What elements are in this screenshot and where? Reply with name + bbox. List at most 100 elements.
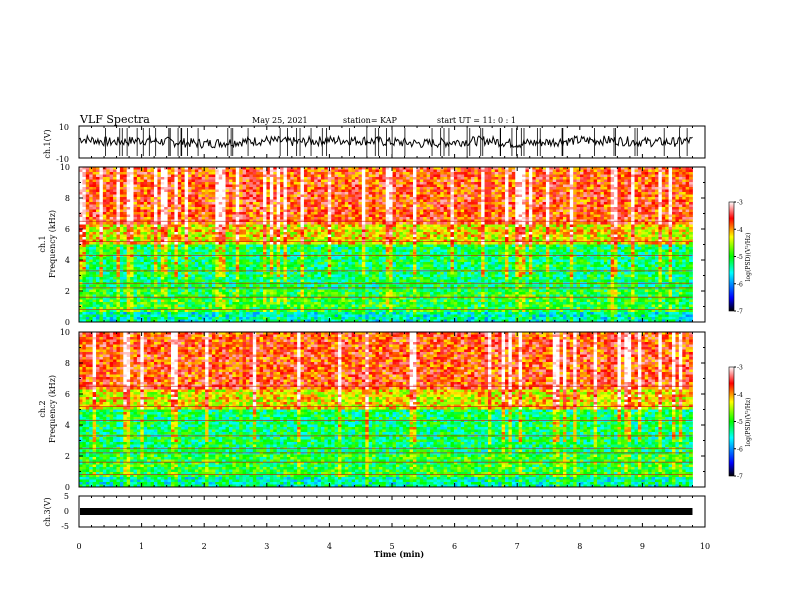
spectrogram-cell [266,169,271,173]
spectrogram-cell [682,212,687,215]
spectrogram-cell [580,204,584,208]
spectrogram-cell [573,199,577,203]
spectrogram-cell [303,182,308,185]
spectrogram-cell [113,229,117,233]
spectrogram-cell [314,207,318,210]
spectrogram-cell [682,204,687,208]
spectrogram-cell [119,177,124,180]
spectrogram-cell [562,229,567,233]
spectrogram-cell [447,229,451,233]
spectrogram-cell [89,174,94,178]
spectrogram-cell [99,197,104,200]
spectrogram-cell [525,217,530,220]
spectrogram-cell [634,214,639,218]
spectrogram-cell [79,179,83,183]
spectrogram-cell [419,224,424,228]
spectrogram-cell [184,197,189,200]
spectrogram-cell [419,187,424,190]
spectrogram-cell [477,204,482,208]
spectrogram-cell [378,207,383,210]
spectrogram-cell [668,194,673,198]
spectrogram-cell [348,187,353,190]
spectrogram-cell [491,187,496,190]
spectrogram-cell [460,174,465,178]
spectrogram-cell [140,217,145,220]
spectrogram-cell [153,222,158,225]
spectrogram-cell [222,182,226,185]
spectrogram-cell [174,177,179,180]
spectrogram-cell [201,217,206,220]
spectrogram-cell [624,169,629,173]
spectrogram-cell [351,194,356,198]
spectrogram-cell [580,174,584,178]
spectrogram-cell [228,197,233,200]
spectrogram-cell [494,184,499,188]
spectrogram-cell [293,187,298,190]
spectrogram-cell [385,217,390,220]
spectrogram-cell [525,179,530,183]
spectrogram-cell [273,184,278,188]
spectrogram-cell [293,227,298,230]
spectrogram-cell [133,204,138,208]
spectrogram-cell [406,182,410,185]
spectrogram-cell [416,167,421,170]
spectrogram-cell [511,174,516,178]
spectrogram-cell [395,179,400,183]
spectrogram-cell [130,177,134,180]
spectrogram-cell [535,199,540,203]
spectrogram-cell [617,174,622,178]
spectrogram-cell [300,199,305,203]
spectrogram-cell [92,202,97,205]
spectrogram-cell [171,212,175,215]
spectrogram-cell [552,187,557,190]
spectrogram-cell [484,172,489,175]
spectrogram-cell [375,202,380,205]
spectrogram-cell [409,182,414,185]
spectrogram-cell [283,174,288,178]
spectrogram-cell [617,209,622,213]
spectrogram-cell [96,209,100,213]
spectrogram-cell [600,192,605,195]
spectrogram-cell [314,179,318,183]
spectrogram-cell [290,177,295,180]
spectrogram-cell [153,229,158,233]
spectrogram-cell [290,227,295,230]
spectrogram-cell [102,194,107,198]
spectrogram-cell [392,199,397,203]
spectrogram-cell [351,214,356,218]
spectrogram-cell [436,172,441,175]
spectrogram-cell [505,232,509,235]
spectrogram-cell [102,189,107,193]
spectrogram-cell [368,217,373,220]
spectrogram-cell [409,209,414,213]
spectrogram-cell [515,207,520,210]
spectrogram-cell [620,187,625,190]
spectrogram-cell [181,227,186,230]
spectrogram-cell [583,167,588,170]
spectrogram-cell [545,214,550,218]
spectrogram-cell [331,232,336,235]
spectrogram-cell [239,214,243,218]
spectrogram-cell [79,204,83,208]
spectrogram-cell [430,194,434,198]
spectrogram-cell [348,167,353,170]
spectrogram-cell [246,224,250,228]
spectrogram-cell [242,229,247,233]
spectrogram-cell [515,224,520,228]
spectrogram-cell [648,229,652,233]
spectrogram-cell [218,227,223,230]
spectrogram-cell [467,174,472,178]
spectrogram-cell [395,224,400,228]
spectrogram-cell [430,179,434,183]
spectrogram-cell [126,207,131,210]
spectrogram-cell [222,174,226,178]
spectrogram-cell [147,212,151,215]
spectrogram-cell [651,192,656,195]
spectrogram-cell [556,172,560,175]
spectrogram-cell [92,167,97,170]
spectrogram-cell [443,229,448,233]
spectrogram-cell [293,182,298,185]
spectrogram-cell [102,214,107,218]
spectrogram-cell [181,182,186,185]
spectrogram-cell [235,212,240,215]
